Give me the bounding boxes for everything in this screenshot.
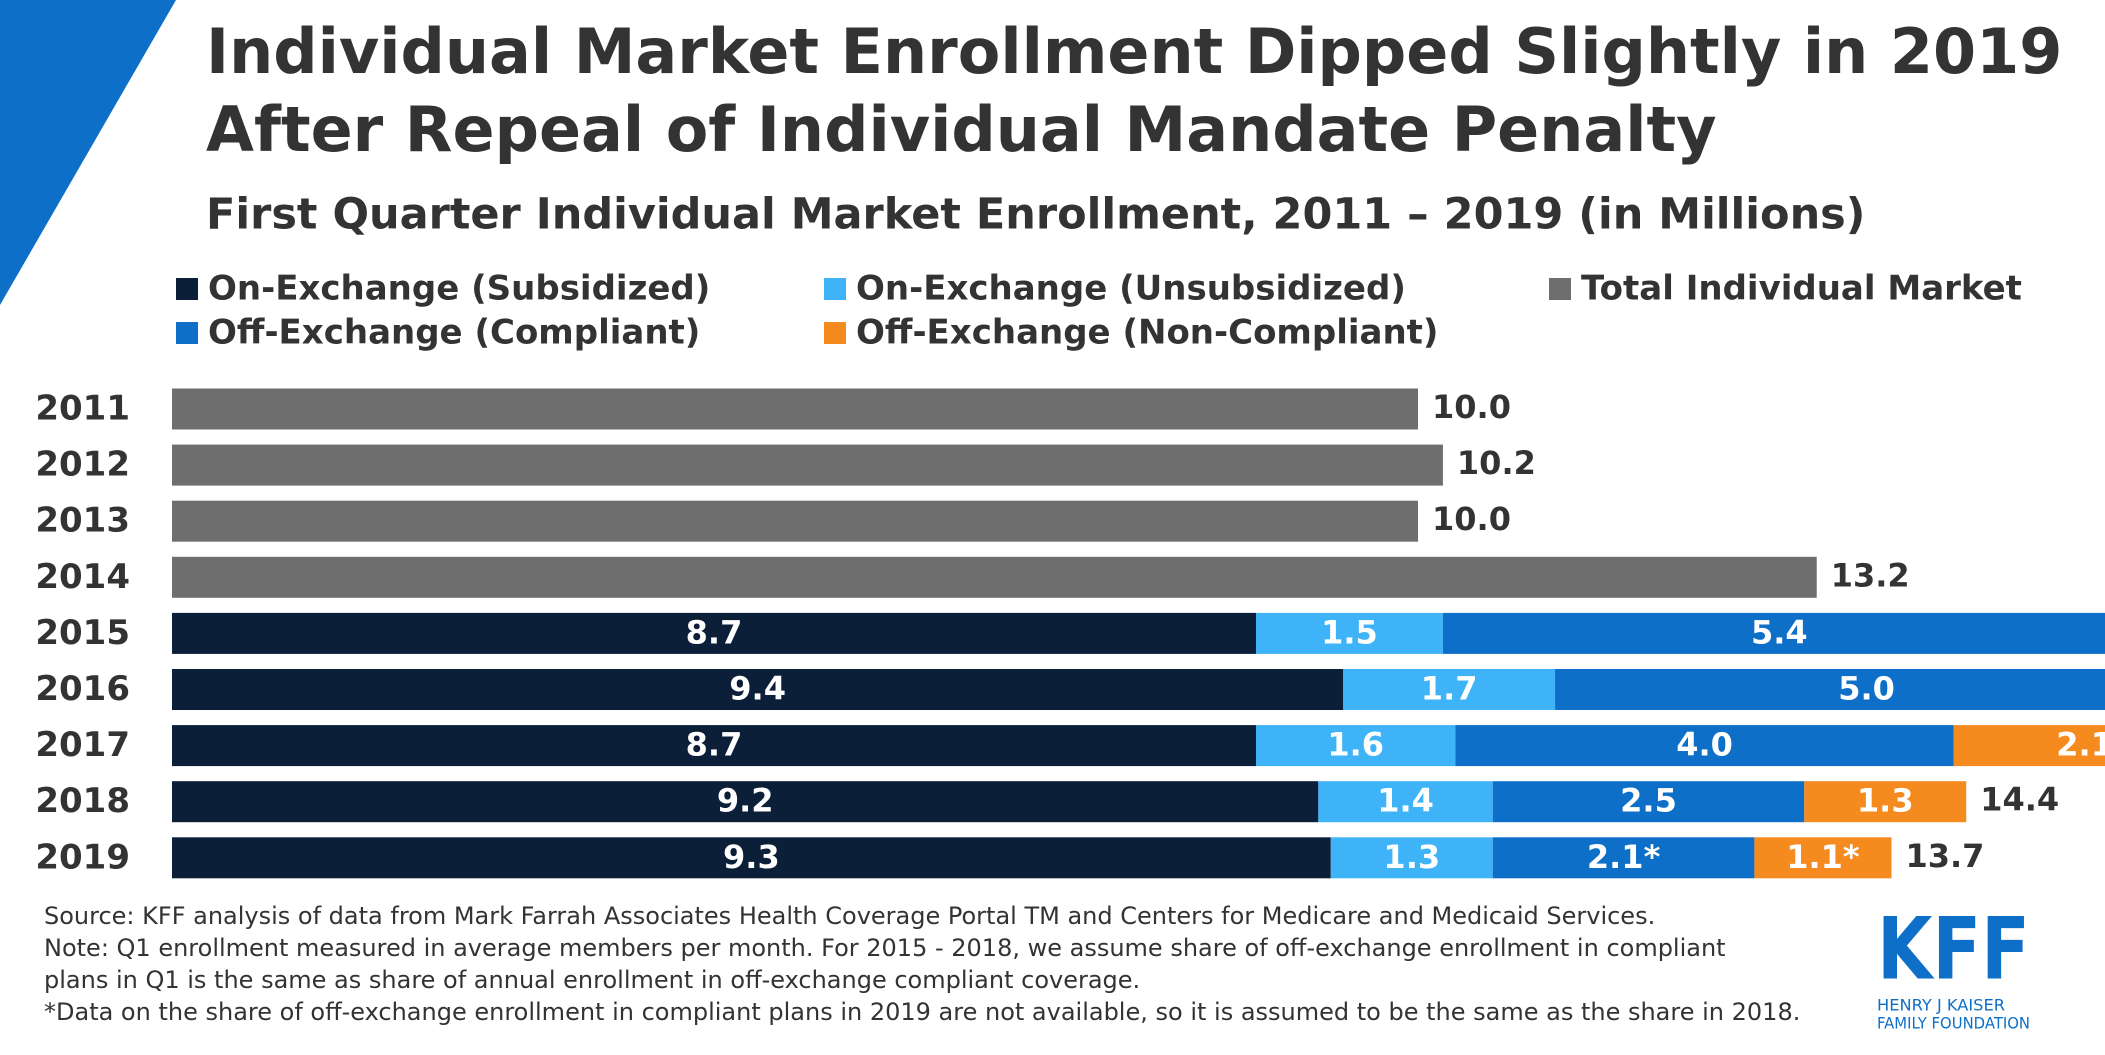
data-label: 9.4 <box>729 670 786 708</box>
footnote: *Data on the share of off-exchange enrol… <box>44 998 1800 1026</box>
legend-label: On-Exchange (Subsidized) <box>208 269 710 309</box>
footnote: plans in Q1 is the same as share of annu… <box>44 966 1140 994</box>
bar-segment <box>1256 725 1456 767</box>
y-tick-label: 2013 <box>35 501 130 541</box>
bar <box>172 556 1817 598</box>
bar <box>172 388 1418 430</box>
bar-segment <box>1555 669 2105 710</box>
data-label: 1.5 <box>1321 613 1378 651</box>
bar <box>172 444 1443 486</box>
data-label: 8.7 <box>686 726 743 764</box>
bar-segment <box>1455 725 1954 767</box>
legend-swatch <box>824 322 846 344</box>
bar <box>172 500 1418 542</box>
logo-mark: KFF <box>1877 899 2030 999</box>
logo-text: FAMILY FOUNDATION <box>1877 1014 2030 1033</box>
legend-label: Off-Exchange (Non-Compliant) <box>856 313 1438 353</box>
data-label: 1.7 <box>1421 670 1478 708</box>
bar-segment <box>1804 781 1967 823</box>
chart-title: After Repeal of Individual Mandate Penal… <box>206 93 1717 166</box>
data-label: 1.6 <box>1327 726 1384 764</box>
legend-swatch <box>1549 278 1571 300</box>
data-label: 9.3 <box>723 838 780 876</box>
bar-segment <box>172 781 1319 823</box>
total-label: 14.4 <box>1980 781 2059 819</box>
data-label: 5.0 <box>1838 670 1895 708</box>
total-label: 13.2 <box>1831 556 1910 594</box>
data-label: 1.4 <box>1377 782 1434 820</box>
corner-decoration <box>0 0 176 305</box>
y-tick-label: 2015 <box>35 613 130 653</box>
bar-segment <box>1330 837 1493 879</box>
footnote: Source: KFF analysis of data from Mark F… <box>44 902 1655 930</box>
y-tick-label: 2011 <box>35 389 130 429</box>
legend-swatch <box>176 322 198 344</box>
total-label: 13.7 <box>1905 837 1984 875</box>
data-label: 5.4 <box>1751 613 1808 651</box>
legend-swatch <box>824 278 846 300</box>
data-label: 1.3 <box>1383 838 1440 876</box>
data-label: 1.1* <box>1786 838 1860 876</box>
bar-segment <box>1256 612 1443 654</box>
legend-label: On-Exchange (Unsubsidized) <box>856 269 1406 309</box>
total-label: 10.0 <box>1432 388 1511 426</box>
bar-segment <box>1492 781 1805 823</box>
logo: KFF HENRY J KAISER FAMILY FOUNDATION <box>1877 899 2030 1032</box>
y-tick-label: 2017 <box>35 725 130 765</box>
chart-subtitle: First Quarter Individual Market Enrollme… <box>206 190 1865 240</box>
bar-segment <box>1343 669 1556 710</box>
data-label: 2.5 <box>1620 782 1677 820</box>
footnote: Note: Q1 enrollment measured in average … <box>44 934 1726 962</box>
data-label: 8.7 <box>686 613 743 651</box>
bar-segment <box>1442 612 2105 654</box>
y-tick-label: 2014 <box>35 557 130 597</box>
bar-segment <box>172 669 1344 710</box>
bar-segment <box>172 612 1257 654</box>
legend-label: Off-Exchange (Compliant) <box>208 313 700 353</box>
total-label: 10.0 <box>1432 500 1511 538</box>
data-label: 9.2 <box>717 782 774 820</box>
legend-label: Total Individual Market <box>1581 269 2022 309</box>
bar-segment <box>172 725 1257 767</box>
y-tick-label: 2012 <box>35 445 130 485</box>
y-tick-label: 2016 <box>35 669 130 709</box>
data-label: 4.0 <box>1676 726 1733 764</box>
legend-swatch <box>176 278 198 300</box>
chart-title: Individual Market Enrollment Dipped Slig… <box>206 15 2062 88</box>
bar-segment <box>1318 781 1493 823</box>
data-label: 1.3 <box>1857 782 1914 820</box>
y-tick-label: 2019 <box>35 837 130 877</box>
total-label: 10.2 <box>1457 444 1536 482</box>
data-label: 2.1 <box>2056 726 2105 764</box>
bar-segment <box>1953 725 2105 767</box>
data-label: 2.1* <box>1587 838 1661 876</box>
bar-segment <box>1492 837 1755 879</box>
bar-segment <box>1754 837 1892 879</box>
bar-segment <box>172 837 1331 879</box>
y-tick-label: 2018 <box>35 781 130 821</box>
logo-text: HENRY J KAISER <box>1877 996 2005 1015</box>
